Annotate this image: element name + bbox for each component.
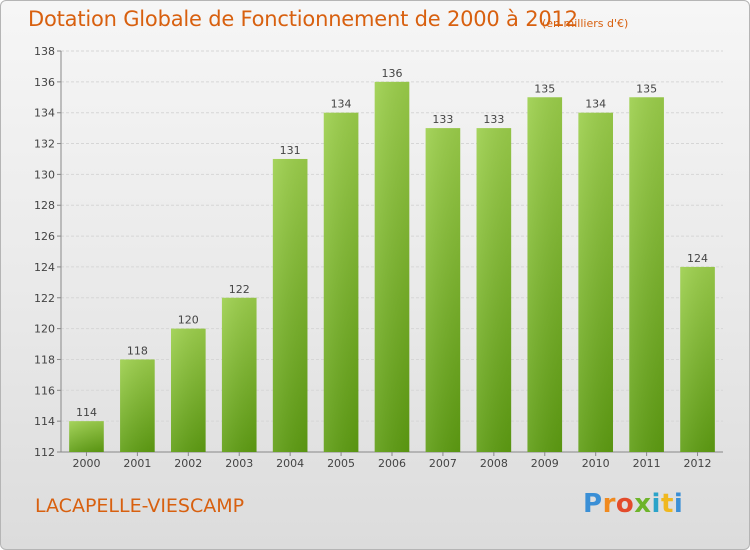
proxiti-logo: Proxiti	[583, 489, 683, 519]
data-label: 114	[76, 406, 97, 419]
logo-letter: P	[583, 489, 603, 519]
y-tick-label: 128	[34, 199, 55, 212]
data-label: 131	[280, 144, 301, 157]
logo-letter: x	[634, 489, 652, 519]
tick-labels: 1121141161181201221241261281301321341361…	[34, 45, 712, 470]
x-tick-label: 2011	[633, 457, 661, 470]
y-tick-label: 118	[34, 353, 55, 366]
y-tick-label: 116	[34, 384, 55, 397]
data-label: 135	[636, 82, 657, 95]
bar-shade	[170, 328, 206, 452]
x-tick-label: 2007	[429, 457, 457, 470]
bar-shade	[323, 112, 359, 452]
data-label: 135	[534, 82, 555, 95]
y-tick-label: 122	[34, 292, 55, 305]
data-label: 118	[127, 344, 148, 357]
y-tick-label: 132	[34, 138, 55, 151]
y-tick-label: 126	[34, 230, 55, 243]
y-tick-label: 124	[34, 261, 55, 274]
x-tick-label: 2005	[327, 457, 355, 470]
bar-shade	[120, 359, 155, 452]
commune-name: LACAPELLE-VIESCAMP	[35, 495, 245, 517]
x-tick-label: 2008	[480, 457, 508, 470]
x-tick-label: 2009	[531, 457, 559, 470]
logo-letter: i	[673, 489, 684, 519]
y-tick-label: 136	[34, 76, 55, 89]
data-label: 124	[687, 252, 708, 265]
x-tick-label: 2012	[684, 457, 712, 470]
bar-shade	[69, 421, 104, 452]
logo-letter: t	[660, 489, 674, 519]
bar-shade	[221, 297, 257, 452]
chart-unit: (en milliers d'€)	[542, 17, 629, 30]
y-tick-label: 114	[34, 415, 55, 428]
x-tick-label: 2000	[72, 457, 100, 470]
data-label: 122	[229, 283, 250, 296]
data-label: 133	[432, 113, 453, 126]
x-tick-label: 2004	[276, 457, 304, 470]
data-label: 134	[331, 98, 352, 111]
y-tick-label: 134	[34, 107, 55, 120]
y-tick-label: 112	[34, 446, 55, 459]
x-tick-label: 2003	[225, 457, 253, 470]
x-tick-label: 2002	[174, 457, 202, 470]
bar-shade	[578, 112, 614, 452]
bar-shade	[527, 97, 563, 453]
bar-shade	[374, 81, 410, 452]
x-tick-label: 2010	[582, 457, 610, 470]
bar-shade	[425, 128, 461, 452]
logo-letter: o	[615, 489, 635, 519]
data-label: 120	[178, 314, 199, 327]
data-label: 136	[382, 67, 403, 80]
data-label: 133	[483, 113, 504, 126]
bar-shade	[629, 97, 664, 453]
bar-shade	[476, 128, 512, 452]
bar-shade	[680, 266, 715, 452]
y-tick-label: 120	[34, 323, 55, 336]
data-labels: 114 118 120 122 131 134 136 133 133 135 134 135 124	[76, 67, 708, 419]
bar-shade	[272, 158, 308, 452]
y-tick-label: 130	[34, 168, 55, 181]
data-label: 134	[585, 98, 606, 111]
bars	[69, 81, 715, 453]
y-tick-label: 138	[34, 45, 55, 58]
x-tick-label: 2006	[378, 457, 406, 470]
logo-letter: i	[651, 489, 661, 519]
chart-title: Dotation Globale de Fonctionnement de 20…	[28, 7, 578, 31]
logo-letter: r	[602, 489, 616, 519]
x-tick-label: 2001	[123, 457, 151, 470]
